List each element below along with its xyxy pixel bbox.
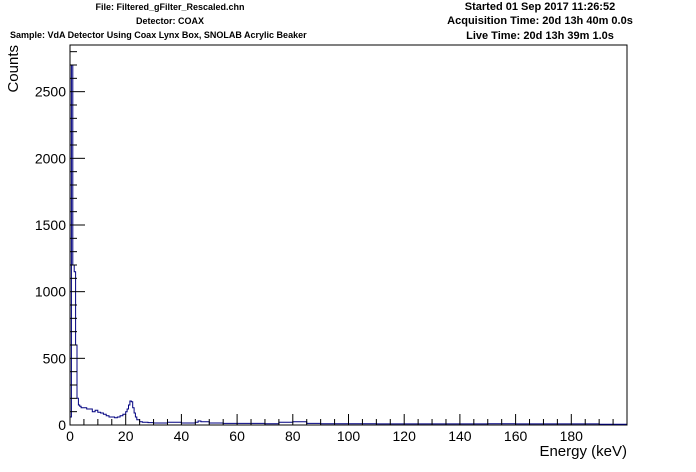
y-tick-label: 1000	[35, 284, 66, 300]
y-tick-label: 2000	[35, 150, 66, 166]
x-tick-label: 120	[393, 428, 417, 444]
y-tick-label: 500	[43, 350, 67, 366]
histogram-series	[70, 64, 627, 425]
x-tick-label: 60	[229, 428, 245, 444]
y-tick-label: 0	[58, 417, 66, 433]
x-tick-label: 20	[118, 428, 134, 444]
x-tick-label: 80	[285, 428, 301, 444]
started-label: Started 01 Sep 2017 11:26:52	[464, 1, 616, 13]
file-label: File: Filtered_gFilter_Rescaled.chn	[95, 2, 245, 12]
histogram	[70, 64, 627, 425]
sample-label: Sample: VdA Detector Using Coax Lynx Box…	[10, 30, 307, 40]
x-tick-label: 180	[560, 428, 584, 444]
plot-frame	[69, 44, 628, 426]
x-axis: 0 20 40 60 80 100 120 140 160 180	[66, 414, 628, 444]
x-tick-label: 140	[448, 428, 472, 444]
detector-label: Detector: COAX	[135, 16, 204, 26]
acquisition-time-label: Acquisition Time: 20d 13h 40m 0.0s	[447, 15, 633, 27]
x-tick-label: 40	[174, 428, 190, 444]
y-tick-label: 2500	[35, 84, 66, 100]
x-tick-label: 0	[66, 428, 74, 444]
x-axis-title: Energy (keV)	[539, 443, 627, 460]
y-tick-label: 1500	[35, 217, 66, 233]
x-tick-label: 100	[337, 428, 361, 444]
x-tick-label: 160	[504, 428, 528, 444]
live-time-label: Live Time: 20d 13h 39m 1.0s	[466, 30, 614, 42]
y-axis: 0 500 1000 1500 2000 2500	[35, 51, 85, 433]
plot-border	[69, 44, 628, 426]
y-axis-title: Counts	[5, 45, 22, 93]
